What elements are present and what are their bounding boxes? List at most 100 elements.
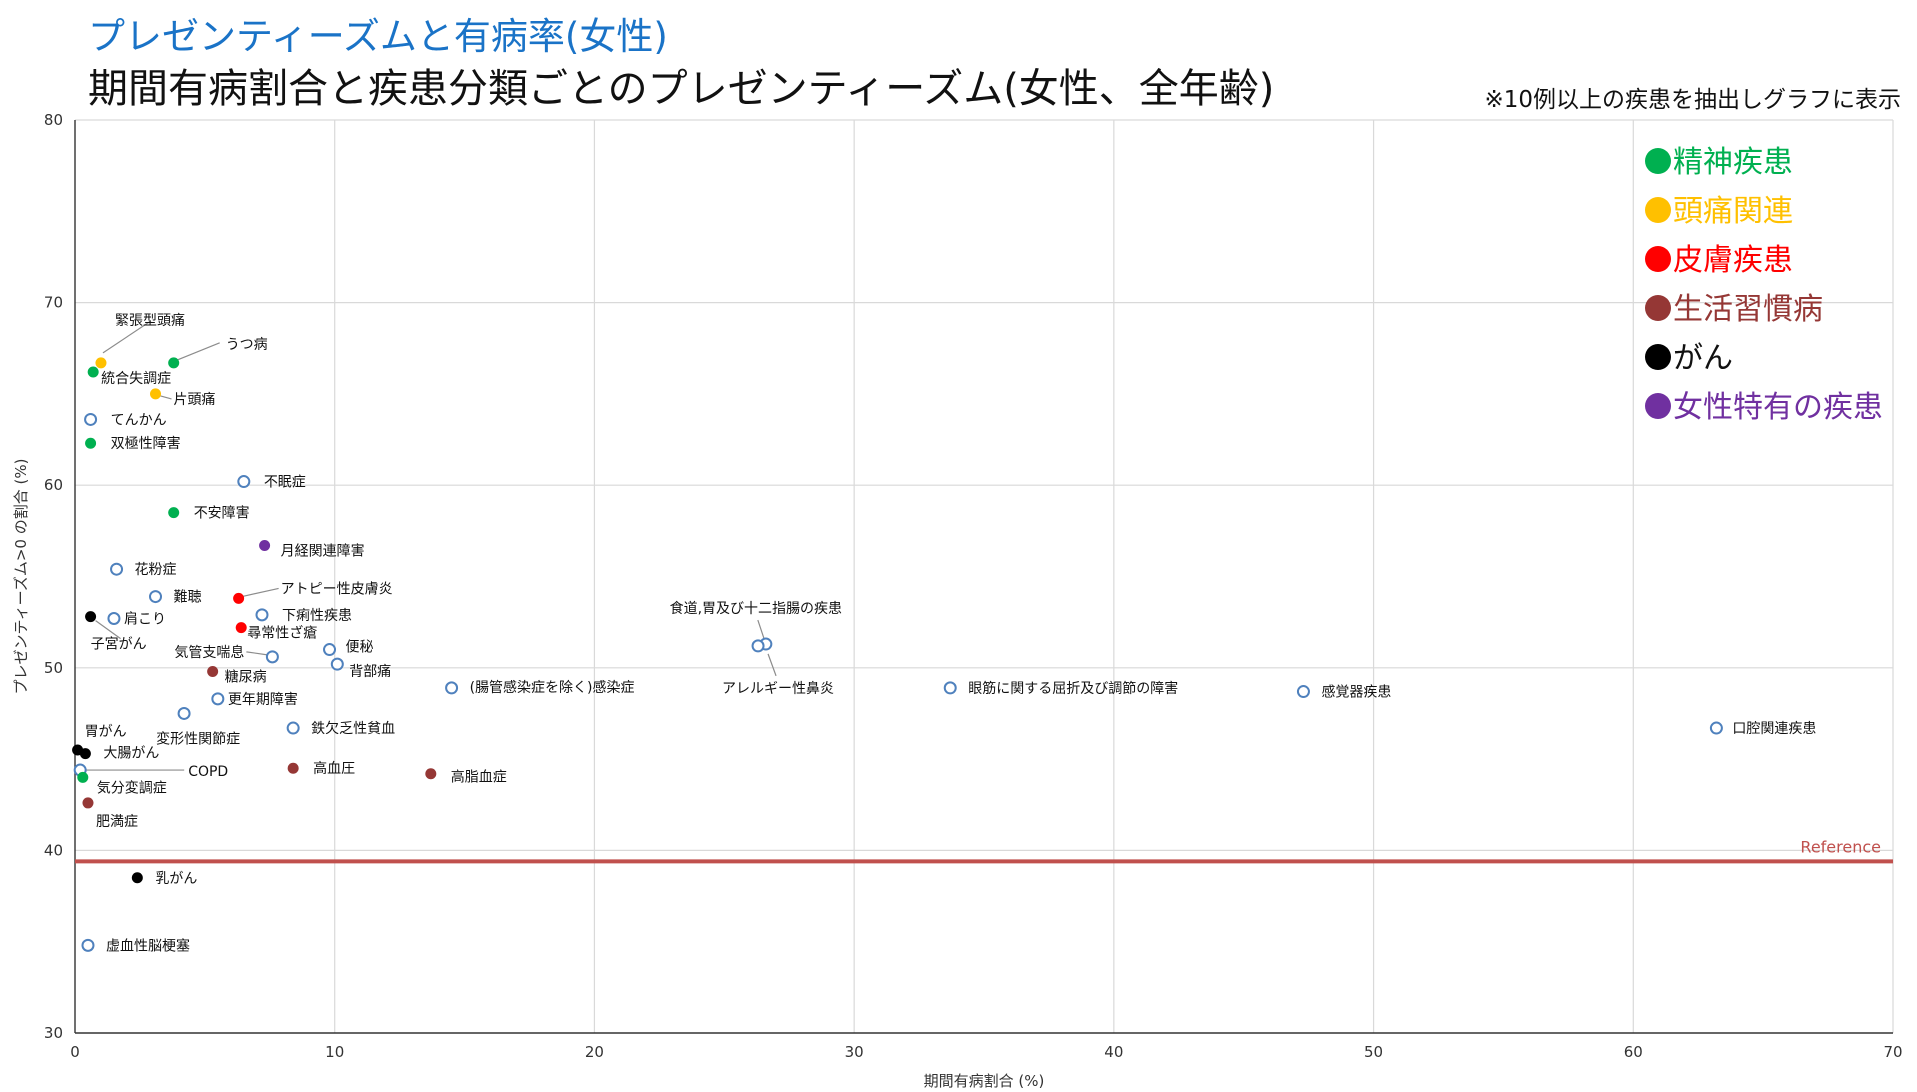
x-tick-label: 40 (1104, 1043, 1123, 1061)
point-label: 肥満症 (96, 814, 138, 830)
legend-entry: 生活習慣病 (1673, 292, 1823, 327)
point-label: 便秘 (346, 640, 374, 656)
chart-subtitle: 期間有病割合と疾患分類ごとのプレゼンティーズム(女性、全年齢) (88, 66, 1275, 112)
point-label: 気分変調症 (97, 779, 167, 796)
data-point (943, 681, 957, 695)
x-tick-label: 20 (585, 1043, 604, 1061)
x-tick-label: 60 (1624, 1043, 1643, 1061)
point-label: 背部痛 (349, 663, 391, 680)
data-point (168, 357, 180, 369)
x-axis-label: 期間有病割合 (%) (924, 1072, 1045, 1090)
legend-entry: 女性特有の疾患 (1673, 390, 1883, 425)
legend-marker (1645, 344, 1671, 370)
data-point (95, 357, 107, 369)
chart-note: ※10例以上の疾患を抽出しグラフに表示 (1484, 87, 1901, 113)
data-point (255, 608, 269, 622)
point-label: 高脂血症 (451, 769, 507, 786)
leader-line (767, 653, 777, 677)
point-label: 統合失調症 (101, 371, 171, 387)
point-label: 下痢性疾患 (282, 608, 352, 624)
data-point (110, 562, 124, 576)
y-tick-label: 80 (44, 111, 63, 129)
legend-marker (1645, 148, 1671, 174)
chart-title: プレゼンティーズムと有病率(女性) (88, 15, 668, 58)
data-point (330, 657, 344, 671)
data-point (82, 797, 94, 809)
point-label: アレルギー性鼻炎 (722, 680, 834, 697)
legend-marker (1645, 393, 1671, 419)
y-tick-label: 70 (44, 294, 63, 312)
data-point (233, 592, 245, 604)
point-label: アトピー性皮膚炎 (281, 581, 393, 597)
gridlines (75, 119, 1894, 1033)
legend-entry: がん (1673, 341, 1733, 376)
data-point (287, 762, 299, 774)
y-tick-label: 30 (44, 1024, 63, 1042)
point-label: 子宮がん (91, 637, 147, 653)
x-tick-label: 30 (845, 1043, 864, 1061)
point-label: 不眠症 (264, 475, 306, 491)
point-label: 月経関連障害 (281, 543, 365, 559)
data-point (259, 539, 271, 551)
leader-line (242, 587, 279, 597)
data-points (72, 357, 1723, 952)
point-label: 肩こり (124, 611, 166, 627)
point-label: 大腸がん (103, 746, 159, 762)
point-label: 緊張型頭痛 (115, 312, 185, 329)
x-tick-label: 70 (1883, 1043, 1902, 1061)
data-point (286, 721, 300, 735)
data-point (235, 622, 247, 634)
point-label: 双極性障害 (111, 436, 181, 452)
data-point (207, 665, 219, 677)
point-label: 気管支喘息 (174, 644, 244, 661)
legend-marker (1645, 197, 1671, 223)
leader-line (160, 395, 172, 400)
point-label: 難聴 (174, 590, 202, 606)
data-point (149, 590, 163, 604)
data-point (1709, 721, 1723, 735)
y-tick-label: 40 (44, 841, 63, 859)
data-point (265, 650, 279, 664)
point-label: 高血圧 (313, 760, 355, 777)
x-tick-label: 10 (325, 1043, 344, 1061)
leader-line (246, 651, 268, 656)
point-labels: 緊張型頭痛うつ病統合失調症片頭痛てんかん双極性障害不眠症不安障害月経関連障害花粉… (85, 312, 1817, 954)
data-point (131, 872, 143, 884)
point-label: COPD (188, 764, 228, 780)
data-point (150, 388, 162, 400)
point-label: 食道,胃及び十二指腸の疾患 (670, 600, 842, 617)
legend-marker (1645, 295, 1671, 321)
leader-line (757, 619, 765, 639)
x-tick-label: 50 (1364, 1043, 1383, 1061)
point-label: うつ病 (226, 337, 268, 353)
data-point (751, 639, 765, 653)
legend-marker (1645, 246, 1671, 272)
y-tick-label: 60 (44, 476, 63, 494)
point-label: 鉄欠乏性貧血 (311, 721, 395, 737)
point-label: 口腔関連疾患 (1732, 721, 1816, 737)
data-point (87, 366, 99, 378)
data-point (79, 748, 91, 760)
axes (74, 120, 1893, 1034)
point-label: てんかん (111, 412, 167, 428)
data-point (323, 643, 337, 657)
point-label: 眼筋に関する屈折及び調節の障害 (968, 680, 1178, 697)
label-leader-lines (84, 320, 777, 771)
data-point (211, 692, 225, 706)
point-label: 虚血性脳梗塞 (106, 937, 190, 954)
data-point (425, 768, 437, 780)
point-label: 尋常性ざ瘡 (247, 625, 317, 642)
data-point (168, 507, 180, 519)
reference-line-group: Reference (75, 837, 1893, 864)
point-label: 変形性関節症 (156, 730, 240, 747)
point-label: 片頭痛 (174, 391, 216, 408)
data-point (237, 475, 251, 489)
data-point (107, 611, 121, 625)
data-point (85, 437, 97, 449)
leader-line (95, 620, 121, 640)
point-label: 感覚器疾患 (1321, 684, 1391, 701)
tick-labels: 0 10 20 30 40 50 60 70 30 40 50 60 70 80 (44, 111, 1903, 1061)
leader-line (102, 320, 152, 354)
point-label: 不安障害 (194, 506, 250, 522)
